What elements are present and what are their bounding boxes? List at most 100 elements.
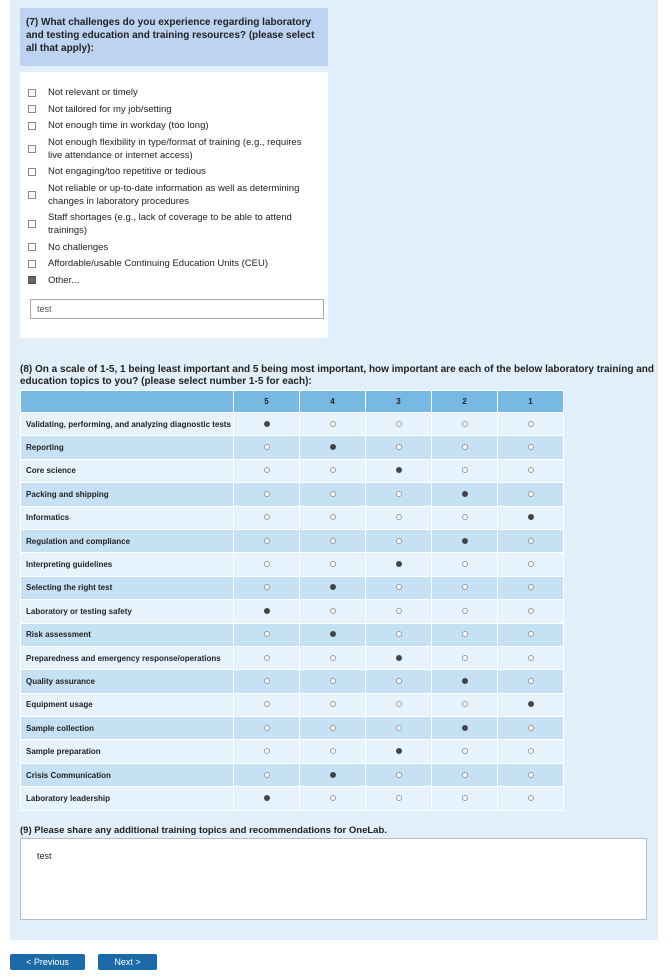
radio[interactable] [461,420,468,427]
radio[interactable] [461,537,468,544]
radio[interactable] [527,748,534,755]
radio[interactable] [395,724,402,731]
checkbox[interactable] [28,105,36,113]
radio[interactable] [263,631,270,638]
radio[interactable] [329,748,336,755]
radio[interactable] [263,584,270,591]
radio[interactable] [461,561,468,568]
radio[interactable] [461,654,468,661]
radio[interactable] [461,584,468,591]
radio[interactable] [461,724,468,731]
radio[interactable] [461,677,468,684]
radio[interactable] [461,794,468,801]
radio[interactable] [395,701,402,708]
radio[interactable] [329,561,336,568]
radio[interactable] [395,794,402,801]
radio[interactable] [395,420,402,427]
checkbox[interactable] [28,190,36,199]
radio[interactable] [527,514,534,521]
radio[interactable] [329,420,336,427]
radio[interactable] [395,514,402,521]
radio[interactable] [527,794,534,801]
radio[interactable] [527,607,534,614]
radio[interactable] [395,537,402,544]
radio[interactable] [263,514,270,521]
radio[interactable] [395,490,402,497]
next-button[interactable]: Next > [98,954,157,970]
radio[interactable] [263,607,270,614]
radio[interactable] [461,490,468,497]
radio[interactable] [263,654,270,661]
checkbox[interactable] [28,276,36,284]
radio[interactable] [263,420,270,427]
radio[interactable] [395,607,402,614]
radio[interactable] [395,771,402,778]
radio[interactable] [461,631,468,638]
radio[interactable] [329,537,336,544]
radio[interactable] [461,514,468,521]
radio[interactable] [329,724,336,731]
row-label: Validating, performing, and analyzing di… [20,411,234,437]
radio[interactable] [527,771,534,778]
radio[interactable] [329,794,336,801]
radio[interactable] [395,748,402,755]
radio[interactable] [395,584,402,591]
radio[interactable] [461,444,468,451]
radio[interactable] [527,561,534,568]
radio[interactable] [329,677,336,684]
answer-textarea[interactable]: test [20,838,647,920]
checkbox[interactable] [28,167,36,176]
radio[interactable] [461,748,468,755]
radio[interactable] [263,771,270,778]
radio[interactable] [461,771,468,778]
radio[interactable] [329,701,336,708]
radio[interactable] [395,654,402,661]
radio[interactable] [527,724,534,731]
radio[interactable] [395,677,402,684]
radio[interactable] [263,537,270,544]
radio[interactable] [329,584,336,591]
radio[interactable] [461,607,468,614]
checkbox[interactable] [28,121,36,130]
radio[interactable] [263,677,270,684]
radio[interactable] [395,631,402,638]
radio[interactable] [263,724,270,731]
radio[interactable] [329,654,336,661]
checkbox[interactable] [28,144,36,153]
radio[interactable] [263,490,270,497]
radio[interactable] [329,444,336,451]
radio[interactable] [527,490,534,497]
radio[interactable] [329,514,336,521]
radio[interactable] [329,607,336,614]
radio[interactable] [263,561,270,568]
radio[interactable] [527,677,534,684]
radio[interactable] [527,444,534,451]
radio[interactable] [329,490,336,497]
radio[interactable] [527,631,534,638]
other-input[interactable]: test [30,299,324,319]
radio[interactable] [527,420,534,427]
radio[interactable] [263,467,270,474]
radio[interactable] [329,631,336,638]
radio[interactable] [263,794,270,801]
radio[interactable] [329,771,336,778]
previous-button[interactable]: < Previous [10,954,85,970]
radio[interactable] [395,467,402,474]
radio[interactable] [527,467,534,474]
checkbox[interactable] [28,259,36,268]
radio[interactable] [461,701,468,708]
radio[interactable] [527,654,534,661]
radio[interactable] [395,444,402,451]
radio[interactable] [263,701,270,708]
radio[interactable] [461,467,468,474]
radio[interactable] [263,748,270,755]
checkbox[interactable] [28,220,36,228]
checkbox[interactable] [28,88,36,97]
checkbox[interactable] [28,243,36,251]
radio[interactable] [527,701,534,708]
radio[interactable] [263,444,270,451]
radio[interactable] [329,467,336,474]
radio[interactable] [395,561,402,568]
radio[interactable] [527,584,534,591]
radio[interactable] [527,537,534,544]
